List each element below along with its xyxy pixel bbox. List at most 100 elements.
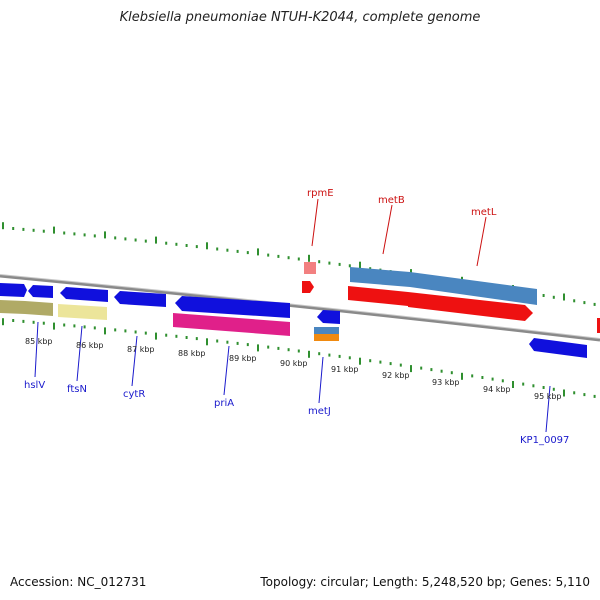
gene-arrow[interactable] — [28, 285, 53, 298]
minor-tick — [399, 363, 402, 367]
minor-tick — [144, 239, 147, 243]
major-tick — [2, 222, 4, 230]
minor-tick — [522, 382, 525, 386]
major-tick — [563, 293, 565, 301]
gene-arrow[interactable] — [0, 300, 25, 314]
gene-label-hslV[interactable]: hslV — [24, 380, 45, 391]
gene-metJ-orange[interactable] — [314, 334, 339, 341]
major-tick — [257, 248, 259, 256]
minor-tick — [450, 371, 453, 375]
minor-tick — [216, 339, 219, 343]
minor-tick — [389, 362, 392, 366]
minor-tick — [532, 384, 535, 388]
tick-label: 87 kbp — [127, 345, 155, 354]
minor-tick — [83, 325, 86, 329]
kbp-tick-labels: 85 kbp 86 kbp 87 kbp 88 kbp 89 kbp 90 kb… — [25, 337, 562, 401]
gene-label-ftsN[interactable]: ftsN — [67, 384, 87, 395]
genome-backbone-highlight — [0, 274, 600, 339]
minor-tick — [348, 356, 351, 360]
minor-tick — [297, 257, 300, 261]
minor-tick — [22, 319, 25, 323]
gene-metL-arrow[interactable] — [408, 292, 533, 321]
minor-tick — [246, 251, 249, 255]
minor-tick — [471, 374, 474, 378]
gene-label-cytR[interactable]: cytR — [123, 389, 145, 400]
major-tick — [104, 231, 106, 239]
gene-arrow[interactable] — [58, 304, 107, 320]
gene-rpmE-arrow[interactable] — [302, 281, 314, 293]
major-tick — [512, 381, 514, 388]
gene-metJ-steel[interactable] — [314, 327, 339, 334]
inner-tick-ring — [2, 318, 596, 398]
gene-arrow[interactable] — [114, 291, 166, 307]
major-tick — [308, 350, 310, 358]
minor-tick — [552, 295, 555, 299]
minor-tick — [593, 302, 596, 306]
gene-arrow[interactable] — [60, 287, 108, 302]
gene-label-KP1_0097[interactable]: KP1_0097 — [520, 435, 569, 446]
tick-label: 91 kbp — [331, 365, 359, 374]
gene-arrow[interactable] — [597, 318, 600, 333]
minor-tick — [185, 336, 188, 339]
minor-tick — [369, 359, 372, 363]
minor-tick — [124, 329, 127, 333]
major-tick — [359, 261, 361, 269]
minor-tick — [430, 368, 433, 372]
minor-tick — [134, 330, 137, 334]
gene-KP1_0097-arrow[interactable] — [529, 338, 587, 358]
major-tick — [155, 332, 157, 340]
tick-label: 85 kbp — [25, 337, 53, 346]
leader-hslV — [34, 321, 39, 378]
minor-tick — [573, 391, 576, 395]
gene-arrow[interactable] — [173, 313, 290, 336]
minor-tick — [216, 247, 219, 251]
gene-label-metB[interactable]: metB — [378, 195, 405, 206]
minor-tick — [124, 237, 127, 241]
minor-tick — [583, 393, 586, 397]
genome-backbone — [0, 274, 600, 342]
gene-label-metJ[interactable]: metJ — [308, 406, 331, 417]
accession-label: Accession: NC_012731 — [10, 575, 147, 589]
label-leaders — [34, 198, 551, 433]
gene-arrow[interactable] — [175, 296, 290, 318]
gene-metB-arrow[interactable] — [348, 286, 408, 306]
gene-metL-steel[interactable] — [410, 272, 537, 305]
minor-tick — [481, 376, 484, 379]
minor-tick — [573, 299, 576, 303]
minor-tick — [297, 349, 300, 353]
gene-arrow[interactable] — [317, 310, 340, 324]
gene-label-rpmE[interactable]: rpmE — [307, 188, 334, 199]
gene-arrow[interactable] — [25, 301, 53, 316]
tick-label: 94 kbp — [483, 385, 511, 394]
major-tick — [53, 322, 55, 330]
minor-tick — [267, 253, 270, 257]
minor-tick — [501, 379, 504, 383]
minor-tick — [338, 354, 341, 358]
leader-metJ — [318, 356, 324, 404]
minor-tick — [63, 231, 66, 235]
gene-metB-steel[interactable] — [350, 267, 410, 287]
minor-tick — [63, 323, 66, 327]
minor-tick — [420, 366, 423, 370]
gene-rpmE-top[interactable] — [304, 262, 316, 274]
major-tick — [155, 236, 157, 244]
tick-label: 86 kbp — [76, 341, 104, 350]
minor-tick — [379, 360, 382, 364]
minor-tick — [32, 228, 35, 232]
minor-tick — [73, 232, 76, 236]
minor-tick — [93, 234, 96, 238]
gene-arrow[interactable] — [0, 283, 27, 297]
gene-label-priA[interactable]: priA — [214, 398, 234, 409]
major-tick — [2, 318, 4, 326]
minor-tick — [12, 319, 15, 322]
gene-label-metL[interactable]: metL — [471, 207, 497, 218]
minor-tick — [114, 328, 117, 332]
minor-tick — [542, 294, 545, 297]
minor-tick — [114, 236, 117, 240]
minor-tick — [277, 254, 280, 258]
tick-label: 90 kbp — [280, 359, 308, 368]
genome-stats-label: Topology: circular; Length: 5,248,520 bp… — [260, 575, 590, 589]
minor-tick — [93, 326, 96, 330]
minor-tick — [236, 341, 239, 345]
